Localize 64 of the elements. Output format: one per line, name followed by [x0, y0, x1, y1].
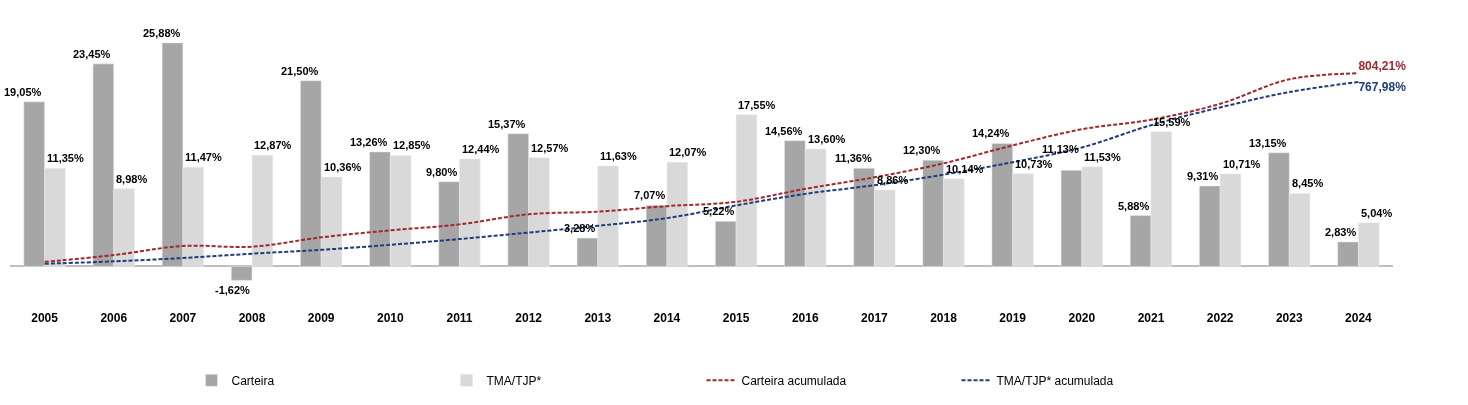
x-tick-label: 2015 — [722, 311, 750, 325]
x-tick-label: 2006 — [100, 311, 128, 325]
x-tick-label: 2005 — [31, 311, 59, 325]
data-label: 8,86% — [877, 174, 909, 186]
data-label: 12,57% — [531, 142, 569, 154]
data-label: 23,45% — [73, 48, 111, 60]
data-label: 11,53% — [1084, 151, 1121, 163]
data-label: -1,62% — [215, 284, 251, 296]
data-label: 11,13% — [1042, 143, 1079, 155]
data-label: 12,07% — [669, 146, 707, 158]
x-tick-label: 2011 — [446, 311, 473, 325]
data-label: 11,47% — [185, 151, 222, 163]
data-label: 767,98% — [1358, 79, 1407, 94]
data-label: 12,30% — [903, 144, 941, 156]
x-tick-label: 2012 — [515, 311, 543, 325]
data-label: 19,05% — [4, 86, 42, 98]
legend-label: Carteira — [231, 373, 275, 388]
data-label: 12,85% — [393, 139, 431, 151]
data-label: 9,31% — [1187, 170, 1219, 182]
x-tick-label: 2018 — [930, 311, 958, 325]
x-tick-label: 2009 — [307, 311, 335, 325]
x-tick-label: 2017 — [861, 311, 889, 325]
data-label: 12,44% — [462, 143, 500, 155]
data-label: 5,88% — [1118, 200, 1150, 212]
x-tick-label: 2021 — [1137, 311, 1165, 325]
data-label: 5,04% — [1361, 207, 1393, 219]
data-label: 7,07% — [634, 189, 666, 201]
data-label: 8,45% — [1292, 177, 1324, 189]
legend-label: Carteira acumulada — [741, 373, 847, 388]
legend-label: TMA/TJP* — [486, 373, 542, 388]
data-label: 11,36% — [835, 152, 872, 164]
data-label: 12,87% — [254, 139, 292, 151]
data-label: 25,88% — [143, 27, 181, 39]
x-tick-label: 2014 — [653, 311, 681, 325]
x-tick-label: 2008 — [238, 311, 266, 325]
data-label: 13,60% — [808, 133, 846, 145]
data-label: 5,22% — [703, 205, 735, 217]
data-label: 804,21% — [1358, 59, 1407, 74]
data-label: 21,50% — [281, 65, 319, 77]
legend-label: TMA/TJP* acumulada — [996, 373, 1114, 388]
data-label: 15,37% — [488, 118, 526, 130]
data-label: 11,35% — [47, 152, 84, 164]
x-tick-label: 2020 — [1068, 311, 1096, 325]
data-label: 14,24% — [972, 127, 1010, 139]
data-label: 8,98% — [116, 173, 148, 185]
x-tick-label: 2013 — [584, 311, 612, 325]
data-label: 10,71% — [1223, 158, 1261, 170]
data-label: 13,15% — [1249, 137, 1287, 149]
x-tick-label: 2024 — [1345, 311, 1373, 325]
data-label: 13,26% — [350, 136, 388, 148]
x-tick-label: 2007 — [169, 311, 197, 325]
data-label: 9,80% — [426, 166, 458, 178]
data-label: 10,36% — [324, 161, 362, 173]
data-label: 17,55% — [738, 99, 776, 111]
data-label: 10,14% — [946, 163, 984, 175]
x-tick-label: 2023 — [1275, 311, 1303, 325]
data-label: 10,73% — [1015, 158, 1053, 170]
x-tick-label: 2010 — [376, 311, 404, 325]
data-label: 2,83% — [1325, 226, 1357, 238]
x-tick-label: 2016 — [791, 311, 819, 325]
x-tick-label: 2022 — [1206, 311, 1234, 325]
x-tick-label: 2019 — [999, 311, 1027, 325]
data-label: 14,56% — [765, 125, 803, 137]
data-label: 11,63% — [600, 150, 637, 162]
